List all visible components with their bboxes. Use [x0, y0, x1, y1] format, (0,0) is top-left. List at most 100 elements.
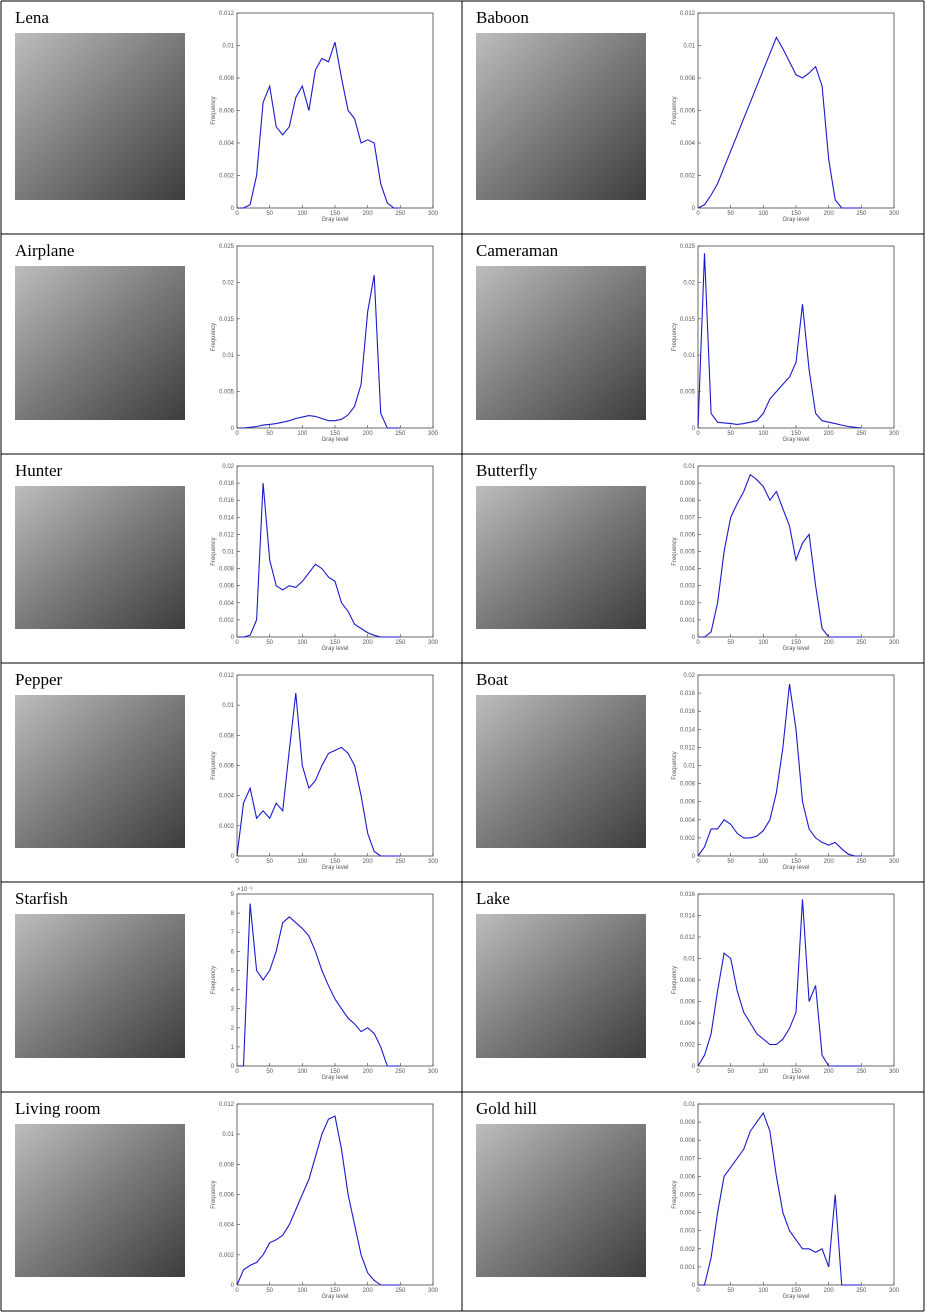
y-tick-label: 0.025	[219, 244, 235, 250]
x-tick-label: 50	[727, 640, 734, 646]
y-tick-label: 0	[231, 1283, 235, 1289]
y-tick-label: 0	[231, 635, 235, 641]
y-tick-label: 0.006	[680, 109, 696, 115]
y-axis-label: Frequency	[672, 751, 678, 779]
x-axis-label: Gray level	[782, 437, 809, 443]
y-tick-label: 0.012	[680, 745, 696, 751]
x-tick-label: 50	[266, 1288, 273, 1294]
image-placeholder	[476, 266, 646, 420]
image-placeholder	[15, 33, 185, 200]
y-tick-label: 0.005	[219, 390, 235, 396]
x-tick-label: 300	[428, 211, 439, 217]
x-axis-label: Gray level	[321, 1075, 348, 1081]
x-tick-label: 50	[727, 1288, 734, 1294]
plot-frame	[237, 466, 433, 637]
x-tick-label: 250	[395, 859, 406, 865]
y-tick-label: 0.004	[219, 1223, 235, 1229]
y-tick-label: 0.006	[680, 532, 696, 538]
y-tick-label: 3	[231, 1007, 235, 1013]
y-tick-label: 2	[231, 1026, 235, 1032]
y-axis-label: Frequency	[211, 751, 217, 779]
x-tick-label: 300	[889, 1288, 900, 1294]
cell: Baboon05010015020025030000.0020.0040.006…	[476, 8, 900, 223]
x-tick-label: 0	[235, 1288, 239, 1294]
y-tick-label: 0.007	[680, 515, 696, 521]
image-placeholder	[15, 1124, 185, 1277]
y-scale-label: ×10⁻³	[237, 887, 252, 893]
y-tick-label: 0.016	[219, 498, 235, 504]
y-tick-label: 0.012	[680, 11, 696, 17]
image-label: Butterfly	[476, 461, 538, 480]
y-tick-label: 0.012	[219, 1102, 235, 1108]
x-tick-label: 100	[297, 640, 308, 646]
y-axis-label: Frequency	[211, 1180, 217, 1208]
x-tick-label: 100	[758, 640, 769, 646]
y-tick-label: 0.008	[219, 733, 235, 739]
y-tick-label: 0	[692, 426, 696, 432]
x-tick-label: 200	[824, 1288, 835, 1294]
x-tick-label: 100	[297, 431, 308, 437]
x-tick-label: 250	[395, 640, 406, 646]
y-tick-label: 0	[231, 1064, 235, 1070]
y-tick-label: 0.006	[680, 800, 696, 806]
y-tick-label: 0.008	[680, 498, 696, 504]
cell: Cameraman05010015020025030000.0050.010.0…	[476, 241, 900, 443]
y-tick-label: 0	[692, 1064, 696, 1070]
y-tick-label: 0.001	[680, 618, 696, 624]
y-tick-label: 0.012	[219, 11, 235, 17]
x-tick-label: 0	[235, 211, 239, 217]
x-tick-label: 50	[266, 640, 273, 646]
y-axis-label: Frequency	[211, 96, 217, 124]
y-tick-label: 0.004	[680, 1021, 696, 1027]
x-tick-label: 200	[363, 1288, 374, 1294]
image-placeholder	[476, 486, 646, 629]
x-tick-label: 100	[758, 859, 769, 865]
y-tick-label: 0.01	[222, 1132, 234, 1138]
x-tick-label: 250	[856, 1069, 867, 1075]
x-axis-label: Gray level	[782, 1075, 809, 1081]
y-tick-label: 0.002	[680, 836, 696, 842]
x-tick-label: 100	[297, 859, 308, 865]
x-tick-label: 300	[428, 640, 439, 646]
x-tick-label: 0	[696, 859, 700, 865]
y-axis-label: Frequency	[672, 966, 678, 994]
y-tick-label: 0.02	[683, 280, 695, 286]
image-placeholder	[15, 266, 185, 420]
y-tick-label: 0.01	[683, 957, 695, 963]
x-axis-label: Gray level	[321, 646, 348, 652]
y-tick-label: 0.01	[683, 1102, 695, 1108]
image-label: Starfish	[15, 889, 68, 908]
x-tick-label: 100	[297, 211, 308, 217]
x-tick-label: 300	[428, 1288, 439, 1294]
y-tick-label: 0	[692, 1283, 696, 1289]
y-tick-label: 0.002	[219, 618, 235, 624]
y-tick-label: 0.004	[219, 141, 235, 147]
y-axis-label: Frequency	[211, 537, 217, 565]
page: Lena05010015020025030000.0020.0040.0060.…	[0, 0, 925, 1312]
y-tick-label: 0.006	[680, 1000, 696, 1006]
image-placeholder	[476, 914, 646, 1058]
x-tick-label: 0	[235, 1069, 239, 1075]
y-tick-label: 0.014	[680, 727, 696, 733]
y-tick-label: 7	[231, 930, 235, 936]
x-tick-label: 300	[889, 640, 900, 646]
x-tick-label: 300	[428, 431, 439, 437]
x-tick-label: 200	[824, 431, 835, 437]
image-placeholder	[476, 1124, 646, 1277]
y-tick-label: 0.007	[680, 1156, 696, 1162]
x-tick-label: 100	[297, 1069, 308, 1075]
image-placeholder	[476, 695, 646, 848]
y-tick-label: 4	[231, 988, 235, 994]
y-tick-label: 0.018	[219, 481, 235, 487]
image-label: Lake	[476, 889, 510, 908]
y-tick-label: 9	[231, 892, 235, 898]
y-tick-label: 0.002	[219, 174, 235, 180]
y-tick-label: 0.012	[219, 673, 235, 679]
figure-table: Lena05010015020025030000.0020.0040.0060.…	[0, 0, 925, 1312]
y-tick-label: 0	[231, 426, 235, 432]
x-tick-label: 0	[235, 431, 239, 437]
x-tick-label: 250	[856, 1288, 867, 1294]
y-tick-label: 0.002	[219, 1253, 235, 1259]
